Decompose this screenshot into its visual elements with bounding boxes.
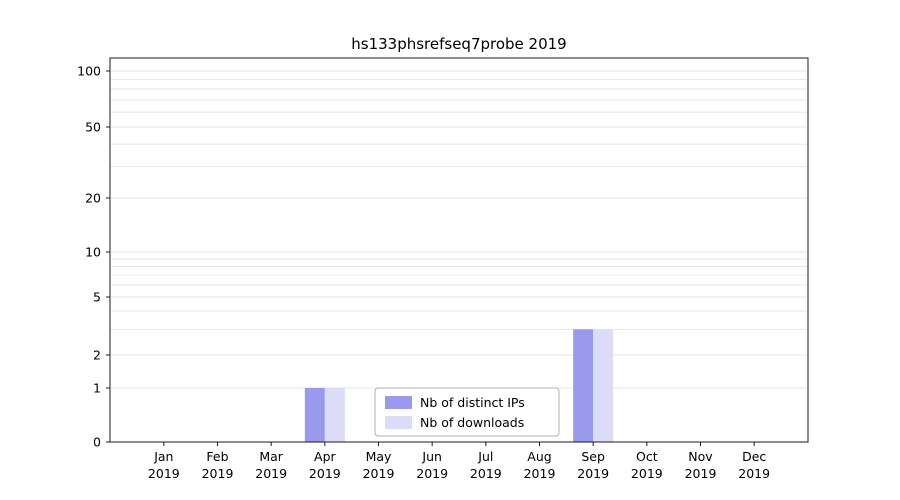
x-tick-label-year: 2019: [255, 466, 287, 481]
y-tick-label: 0: [93, 435, 101, 450]
x-tick-label-year: 2019: [416, 466, 448, 481]
y-tick-label: 20: [85, 191, 101, 206]
x-tick-label-month: Sep: [581, 449, 605, 464]
y-tick-label: 10: [85, 245, 101, 260]
legend-swatch-downloads: [385, 416, 412, 429]
legend-label: Nb of downloads: [420, 415, 524, 430]
x-tick-label-year: 2019: [738, 466, 770, 481]
x-tick-label-year: 2019: [148, 466, 180, 481]
x-tick-label-month: Mar: [259, 449, 283, 464]
x-tick-label-year: 2019: [685, 466, 717, 481]
bar-apr-ips: [304, 388, 325, 442]
y-tick-label: 2: [93, 348, 101, 363]
bar-apr-downloads: [324, 388, 345, 442]
x-tick-label-month: Oct: [636, 449, 658, 464]
x-tick-label-year: 2019: [524, 466, 556, 481]
y-tick-label: 100: [77, 64, 101, 79]
bar-sep-ips: [573, 329, 594, 442]
x-tick-label-month: Dec: [742, 449, 766, 464]
legend-box: [374, 387, 560, 437]
x-tick-label-month: Aug: [527, 449, 551, 464]
x-tick-label-year: 2019: [309, 466, 341, 481]
chart-title: hs133phsrefseq7probe 2019: [351, 35, 567, 53]
x-tick-label-year: 2019: [363, 466, 395, 481]
x-tick-label-year: 2019: [631, 466, 663, 481]
x-tick-label-month: Jan: [153, 449, 173, 464]
x-tick-label-month: Feb: [206, 449, 228, 464]
x-tick-label-month: Nov: [688, 449, 713, 464]
x-tick-label-month: Jul: [477, 449, 493, 464]
x-tick-label-month: May: [366, 449, 392, 464]
x-tick-label-month: Jun: [421, 449, 442, 464]
legend-label: Nb of distinct IPs: [420, 395, 525, 410]
x-tick-label-month: Apr: [314, 449, 336, 464]
y-tick-label: 5: [93, 290, 101, 305]
x-tick-label-year: 2019: [577, 466, 609, 481]
axes-frame: [109, 57, 809, 443]
y-tick-label: 50: [85, 120, 101, 135]
x-tick-label-year: 2019: [202, 466, 234, 481]
y-tick-label: 1: [93, 381, 101, 396]
x-tick-label-year: 2019: [470, 466, 502, 481]
legend-swatch-ips: [385, 396, 412, 409]
bar-sep-downloads: [593, 329, 614, 442]
